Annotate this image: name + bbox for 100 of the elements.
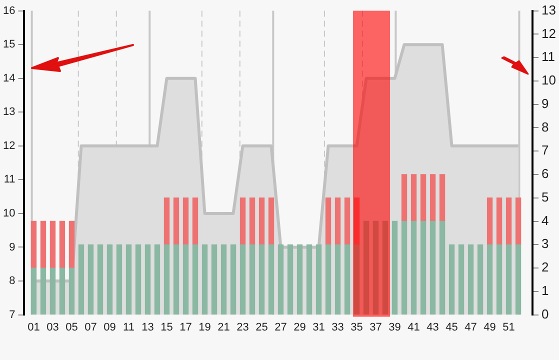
x-tick-label: 23: [236, 321, 249, 334]
y2-tick-label: 1: [542, 282, 549, 298]
bar: [173, 198, 180, 245]
bar: [392, 220, 398, 315]
y2-tick-label: 7: [542, 142, 549, 158]
bar: [344, 198, 350, 245]
y2-tick-label: 12: [542, 26, 556, 41]
x-tick-label: 37: [370, 321, 382, 334]
bar: [154, 244, 160, 315]
bar: [372, 220, 379, 315]
bar: [430, 174, 436, 222]
bar: [354, 198, 360, 245]
x-tick-label: 15: [160, 321, 173, 334]
y2-tick-label: 3: [542, 236, 549, 252]
bar: [68, 268, 75, 315]
y-tick-label: 11: [4, 174, 16, 186]
bar: [192, 198, 198, 245]
bar: [40, 220, 46, 268]
bar: [173, 244, 180, 315]
bar: [401, 220, 408, 315]
bar: [287, 244, 294, 315]
bar: [515, 198, 522, 245]
bar: [50, 268, 56, 315]
x-tick-label: 45: [446, 321, 458, 334]
bar: [220, 244, 227, 315]
bar: [240, 198, 246, 245]
bar: [249, 244, 256, 315]
y-tick-label: 14: [2, 72, 16, 84]
x-tick-label: 25: [256, 321, 268, 334]
bar: [59, 268, 66, 315]
bar: [182, 198, 189, 245]
bar: [410, 220, 417, 315]
bar: [30, 220, 37, 268]
y2-tick-label: 5: [542, 189, 549, 204]
bar: [78, 244, 84, 315]
bar: [50, 220, 56, 268]
x-tick-label: 29: [294, 321, 306, 334]
bar: [420, 174, 426, 222]
bar: [258, 244, 265, 315]
y2-tick-label: 6: [542, 166, 549, 182]
bar: [182, 244, 189, 315]
bar: [306, 244, 312, 315]
bar: [468, 244, 474, 315]
x-tick-label: 47: [464, 321, 477, 334]
bar: [486, 198, 493, 245]
bar: [401, 174, 408, 222]
bar: [439, 220, 446, 315]
bar: [334, 198, 341, 245]
y-tick-label: 16: [2, 4, 16, 17]
bar: [420, 220, 426, 315]
bar: [68, 220, 75, 268]
y-tick-label: 9: [9, 241, 16, 254]
bar: [515, 244, 522, 315]
bar: [363, 220, 370, 315]
y2-tick-label: 8: [542, 119, 549, 134]
bar: [88, 244, 94, 315]
y-tick-label: 8: [9, 275, 16, 288]
x-tick-label: 11: [123, 321, 134, 334]
y-tick-label: 12: [2, 140, 16, 152]
bar: [211, 244, 218, 315]
bar: [325, 244, 332, 315]
x-tick-label: 07: [84, 321, 97, 334]
x-tick-label: 51: [502, 321, 515, 334]
x-tick-label: 43: [426, 321, 439, 334]
y2-tick-label: 10: [542, 72, 556, 88]
x-tick-label: 17: [180, 321, 192, 334]
y2-tick-label: 11: [542, 49, 556, 64]
bar: [230, 244, 236, 315]
x-tick-label: 03: [46, 321, 59, 334]
bar: [268, 244, 274, 315]
bar: [458, 244, 464, 315]
x-tick-label: 09: [104, 321, 116, 334]
bar: [268, 198, 274, 245]
bar: [106, 244, 113, 315]
y-tick-label: 7: [9, 308, 16, 321]
y2-tick-label: 9: [542, 96, 549, 111]
y2-tick-label: 0: [542, 306, 549, 322]
x-tick-label: 05: [66, 321, 78, 334]
x-tick-label: 31: [312, 321, 325, 334]
x-tick-label: 27: [274, 321, 287, 334]
bar: [135, 244, 142, 315]
bar: [430, 220, 436, 315]
bar: [278, 244, 284, 315]
bar: [30, 268, 37, 315]
x-tick-label: 33: [332, 321, 344, 334]
x-tick-label: 35: [350, 321, 363, 334]
bar: [59, 220, 66, 268]
y2-tick-label: 4: [542, 212, 549, 228]
bar: [448, 244, 455, 315]
x-tick-label: 49: [484, 321, 496, 334]
x-tick-label: 19: [198, 321, 211, 334]
bar: [116, 244, 122, 315]
bar: [316, 244, 322, 315]
bar: [334, 244, 341, 315]
bar: [506, 198, 512, 245]
y-tick-label: 13: [2, 106, 16, 118]
x-tick-label: 01: [28, 321, 40, 334]
bar: [486, 244, 493, 315]
y-tick-label: 15: [2, 38, 16, 51]
bar: [439, 174, 446, 222]
